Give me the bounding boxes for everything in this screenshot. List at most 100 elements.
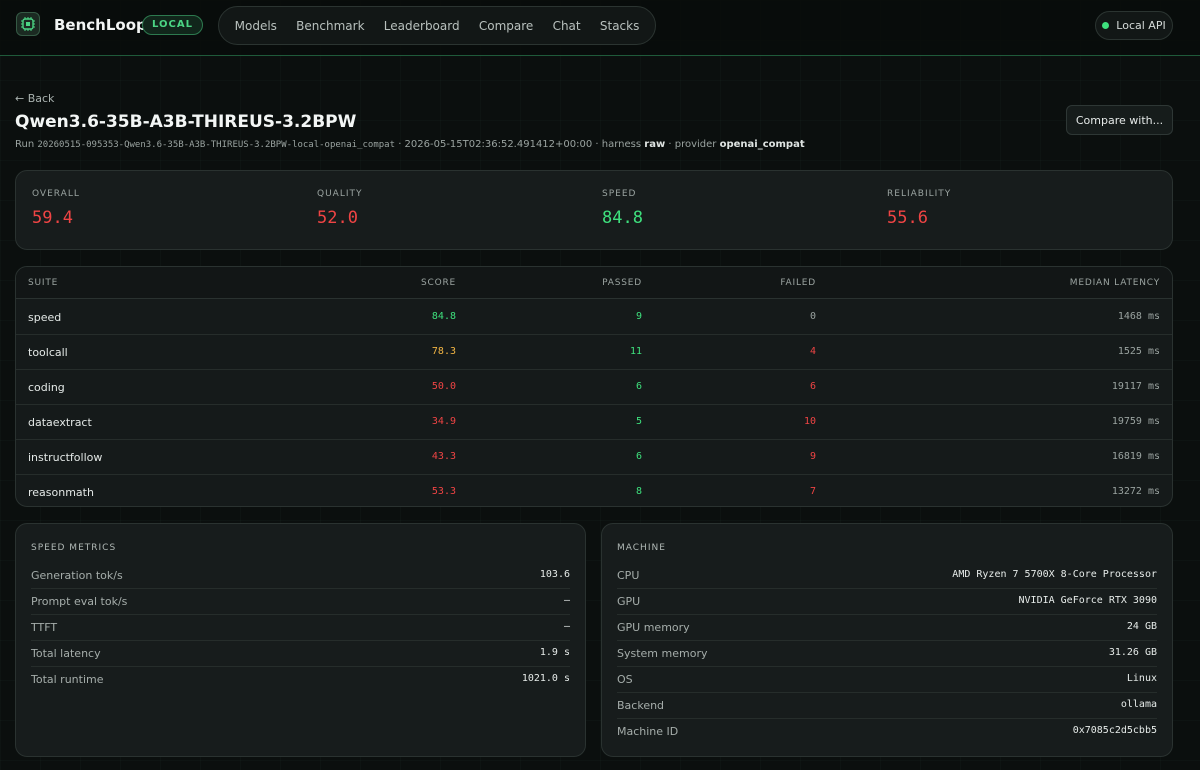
metric-key: Total runtime: [31, 673, 104, 686]
suite-score: 78.3: [431, 346, 456, 357]
col-failed[interactable]: FAILED: [780, 278, 816, 288]
metric-value: Linux: [1126, 673, 1157, 684]
metric-value: 31.26 GB: [1108, 647, 1157, 658]
nav-benchmark[interactable]: Benchmark: [296, 18, 365, 33]
score-label: SPEED: [602, 189, 637, 199]
suite-results-table: SUITE SCORE PASSED FAILED MEDIAN LATENCY…: [15, 266, 1173, 507]
suite-name: dataextract: [28, 416, 92, 429]
provider-value: openai_compat: [719, 139, 805, 150]
score-value: 52.0: [317, 208, 358, 228]
metric-key: Prompt eval tok/s: [31, 595, 128, 608]
col-median-latency[interactable]: MEDIAN LATENCY: [1069, 278, 1160, 288]
suite-passed: 8: [635, 486, 642, 497]
metric-key: Machine ID: [617, 725, 679, 738]
suite-failed: 9: [809, 451, 816, 462]
metric-row: CPU AMD Ryzen 7 5700X 8-Core Processor: [617, 563, 1157, 589]
local-api-status[interactable]: Local API: [1095, 11, 1173, 40]
suite-name: coding: [28, 381, 65, 394]
metric-value: 1.9 s: [539, 647, 570, 658]
suite-passed: 5: [635, 416, 642, 427]
metric-row: GPU memory 24 GB: [617, 615, 1157, 641]
metric-key: TTFT: [31, 621, 58, 634]
suite-passed: 9: [635, 311, 642, 322]
metric-value: 103.6: [539, 569, 570, 580]
suite-name: speed: [28, 311, 62, 324]
provider-prefix: · provider: [668, 139, 717, 150]
score-summary-card: OVERALL 59.4 QUALITY 52.0 SPEED 84.8 REL…: [15, 170, 1173, 250]
main-nav: Models Benchmark Leaderboard Compare Cha…: [218, 6, 656, 45]
score-label: QUALITY: [317, 189, 363, 199]
harness-value: raw: [644, 139, 666, 150]
nav-models[interactable]: Models: [234, 18, 277, 33]
metric-value: 1021.0 s: [521, 673, 570, 684]
suite-score: 53.3: [431, 486, 456, 497]
nav-chat[interactable]: Chat: [552, 18, 581, 33]
suite-score: 43.3: [431, 451, 456, 462]
suite-latency: 16819 ms: [1111, 451, 1160, 462]
metric-key: Backend: [617, 699, 665, 712]
table-row[interactable]: speed 84.8 9 0 1468 ms: [16, 300, 1172, 335]
suite-failed: 6: [809, 381, 816, 392]
suite-latency: 13272 ms: [1111, 486, 1160, 497]
col-score[interactable]: SCORE: [420, 278, 456, 288]
score-speed: SPEED 84.8: [602, 189, 643, 228]
speed-metrics-card: SPEED METRICS Generation tok/s 103.6 Promp…: [15, 523, 586, 757]
suite-latency: 1525 ms: [1117, 346, 1160, 357]
metric-key: GPU memory: [617, 621, 690, 634]
compare-with-button[interactable]: Compare with...: [1066, 105, 1173, 135]
table-row[interactable]: reasonmath 53.3 8 7 13272 ms: [16, 475, 1172, 506]
table-row[interactable]: toolcall 78.3 11 4 1525 ms: [16, 335, 1172, 370]
suite-name: toolcall: [28, 346, 68, 359]
suite-passed: 6: [635, 381, 642, 392]
score-label: OVERALL: [32, 189, 80, 199]
metric-row: Machine ID 0x7085c2d5cbb5: [617, 719, 1157, 745]
status-dot-icon: [1102, 22, 1110, 29]
run-timestamp: · 2026-05-15T02:36:52.491412+00:00 · har…: [398, 139, 642, 150]
suite-latency: 19759 ms: [1111, 416, 1160, 427]
suite-score: 34.9: [431, 416, 456, 427]
local-badge: LOCAL: [142, 15, 203, 35]
metric-key: OS: [617, 673, 633, 686]
metric-value: AMD Ryzen 7 5700X 8-Core Processor: [952, 569, 1157, 580]
metric-row: GPU NVIDIA GeForce RTX 3090: [617, 589, 1157, 615]
suite-failed: 0: [809, 311, 816, 322]
nav-leaderboard[interactable]: Leaderboard: [383, 18, 460, 33]
chip-logo-icon[interactable]: [16, 12, 40, 36]
score-quality: QUALITY 52.0: [317, 189, 363, 228]
metric-key: GPU: [617, 595, 641, 608]
col-passed[interactable]: PASSED: [602, 278, 642, 288]
page-title: Qwen3.6-35B-A3B-THIREUS-3.2BPW: [15, 112, 357, 132]
run-prefix: Run: [15, 139, 35, 150]
suite-failed: 10: [803, 416, 816, 427]
metric-row: Generation tok/s 103.6: [31, 563, 570, 589]
score-value: 84.8: [602, 208, 643, 228]
metric-row: Prompt eval tok/s —: [31, 589, 570, 615]
suite-name: instructfollow: [28, 451, 103, 464]
nav-compare[interactable]: Compare: [478, 18, 534, 33]
nav-stacks[interactable]: Stacks: [599, 18, 640, 33]
col-suite[interactable]: SUITE: [28, 278, 59, 288]
brand-name[interactable]: BenchLoop: [54, 16, 147, 34]
metric-value: 0x7085c2d5cbb5: [1072, 725, 1157, 736]
suite-passed: 11: [629, 346, 642, 357]
suite-score: 50.0: [431, 381, 456, 392]
run-id: 20260515-095353-Qwen3.6-35B-A3B-THIREUS-…: [37, 140, 395, 150]
suite-name: reasonmath: [28, 486, 94, 499]
metric-row: OS Linux: [617, 667, 1157, 693]
suite-failed: 4: [809, 346, 816, 357]
back-link[interactable]: ← Back: [15, 92, 55, 105]
suite-latency: 19117 ms: [1111, 381, 1160, 392]
metric-value: —: [563, 595, 570, 606]
suite-latency: 1468 ms: [1117, 311, 1160, 322]
top-bar: BenchLoop LOCAL Models Benchmark Leaderb…: [0, 0, 1200, 56]
table-row[interactable]: instructfollow 43.3 6 9 16819 ms: [16, 440, 1172, 475]
score-value: 59.4: [32, 208, 73, 228]
speed-metrics-title: SPEED METRICS: [31, 543, 117, 553]
metric-value: —: [563, 621, 570, 632]
table-header: SUITE SCORE PASSED FAILED MEDIAN LATENCY: [16, 267, 1172, 299]
metric-row: System memory 31.26 GB: [617, 641, 1157, 667]
table-row[interactable]: dataextract 34.9 5 10 19759 ms: [16, 405, 1172, 440]
metric-row: TTFT —: [31, 615, 570, 641]
table-row[interactable]: coding 50.0 6 6 19117 ms: [16, 370, 1172, 405]
score-label: RELIABILITY: [887, 189, 952, 199]
